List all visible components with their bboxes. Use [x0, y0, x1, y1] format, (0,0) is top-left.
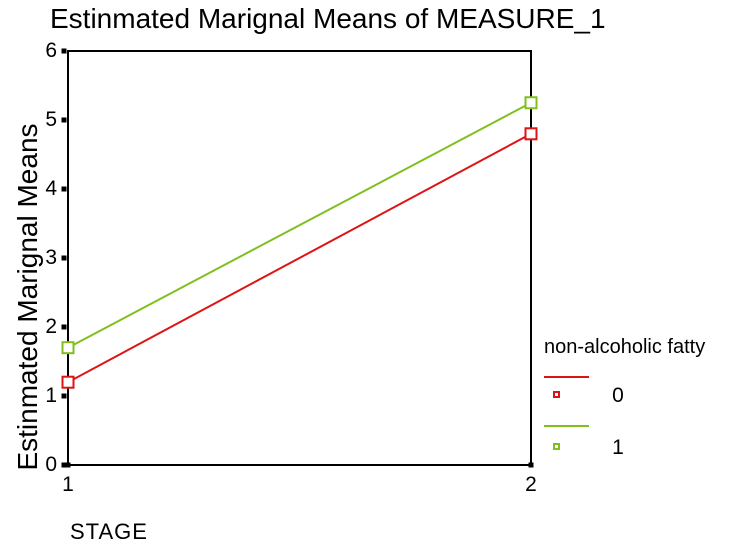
y-tick-label-0: 0 [45, 453, 57, 476]
x-tick-label-1: 1 [62, 473, 74, 496]
x-axis-label: STAGE [70, 519, 148, 544]
legend-title: non-alcoholic fatty [544, 336, 706, 358]
legend-line-swatch-series-1 [544, 425, 589, 427]
legend-label-series-0: 0 [612, 384, 624, 407]
legend-line-swatch-series-0 [544, 376, 589, 378]
y-tick-label-5: 5 [45, 108, 57, 131]
y-tick-label-4: 4 [45, 177, 57, 200]
legend-square-marker-icon-series-1 [553, 443, 560, 450]
y-tick-label-3: 3 [45, 246, 57, 269]
y-tick-label-6: 6 [45, 39, 57, 62]
x-tick-label-2: 2 [525, 473, 537, 496]
legend-label-series-1: 1 [612, 436, 624, 459]
legend: non-alcoholic fatty 0 1 [544, 336, 734, 471]
y-tick-label-2: 2 [45, 315, 57, 338]
chart-title: Estinmated Marignal Means of MEASURE_1 [50, 3, 606, 34]
y-tick-label-1: 1 [45, 384, 57, 407]
legend-square-marker-icon-series-0 [553, 391, 560, 398]
